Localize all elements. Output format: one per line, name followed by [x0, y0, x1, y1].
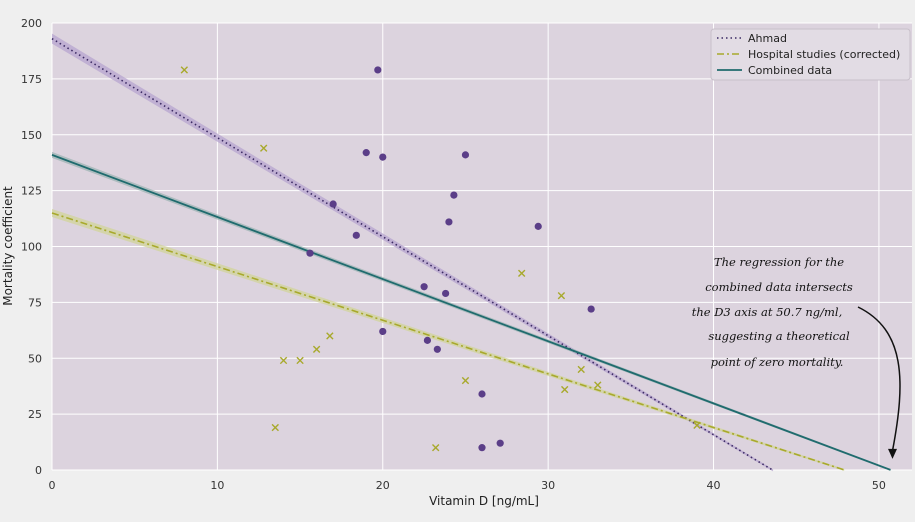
y-tick-label: 75	[28, 296, 42, 309]
point-ahmad	[497, 440, 504, 447]
annotation-line-2: combined data intersects	[705, 280, 853, 294]
point-ahmad	[445, 218, 452, 225]
legend-label-hospital: Hospital studies (corrected)	[748, 48, 900, 61]
x-tick-label: 40	[707, 479, 721, 492]
legend-label-ahmad: Ahmad	[748, 32, 787, 45]
x-tick-label: 10	[210, 479, 224, 492]
annotation-line-5: point of zero mortality.	[711, 355, 844, 369]
y-tick-label: 25	[28, 408, 42, 421]
point-ahmad	[421, 283, 428, 290]
y-tick-label: 200	[21, 17, 42, 30]
y-tick-label: 125	[21, 185, 42, 198]
y-tick-label: 50	[28, 352, 42, 365]
point-ahmad	[434, 346, 441, 353]
y-axis-label: Mortality coefficient	[1, 186, 15, 306]
point-ahmad	[450, 191, 457, 198]
point-ahmad	[363, 149, 370, 156]
point-ahmad	[588, 305, 595, 312]
x-axis-label: Vitamin D [ng/mL]	[429, 494, 539, 508]
y-tick-label: 175	[21, 73, 42, 86]
point-ahmad	[379, 328, 386, 335]
chart: 0 10 20 30 40 50 0 25 50 75 100 125 150 175 200 Vitami…	[0, 0, 915, 522]
point-ahmad	[424, 337, 431, 344]
point-ahmad	[353, 232, 360, 239]
y-tick-label: 100	[21, 241, 42, 254]
x-tick-label: 30	[541, 479, 555, 492]
y-tick-label: 0	[35, 464, 42, 477]
x-tick-label: 0	[49, 479, 56, 492]
point-ahmad	[478, 444, 485, 451]
x-tick-label: 50	[872, 479, 886, 492]
point-ahmad	[478, 390, 485, 397]
annotation-line-4: suggesting a theoretical	[708, 329, 850, 343]
point-ahmad	[462, 151, 469, 158]
point-ahmad	[374, 66, 381, 73]
y-tick-label: 150	[21, 129, 42, 142]
point-ahmad	[306, 250, 313, 257]
annotation-line-1: The regression for the	[714, 255, 844, 269]
point-ahmad	[330, 200, 337, 207]
x-tick-label: 20	[376, 479, 390, 492]
point-ahmad	[379, 154, 386, 161]
point-ahmad	[535, 223, 542, 230]
point-ahmad	[442, 290, 449, 297]
legend: Ahmad Hospital studies (corrected) Combi…	[711, 29, 910, 80]
annotation-line-3: the D3 axis at 50.7 ng/ml,	[692, 305, 843, 319]
legend-label-combined: Combined data	[748, 64, 832, 77]
